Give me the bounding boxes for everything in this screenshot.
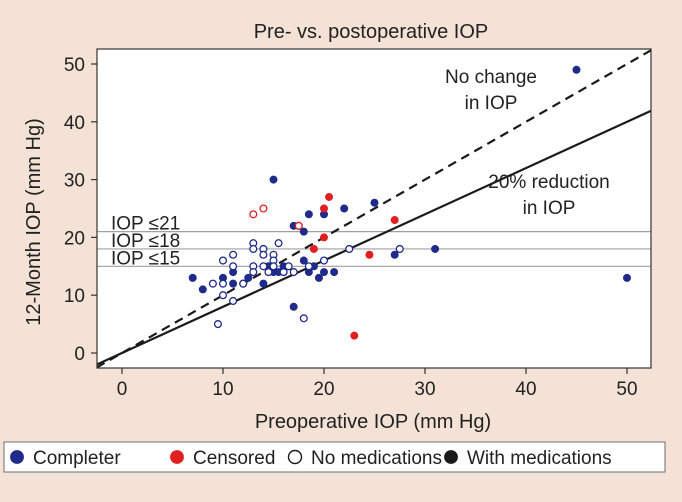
data-point	[208, 279, 217, 288]
y-tick-label: 40	[64, 113, 85, 134]
data-point	[259, 204, 268, 213]
data-point	[284, 262, 293, 271]
data-point	[325, 192, 334, 201]
data-point	[304, 210, 313, 219]
data-point	[345, 244, 354, 254]
data-point	[269, 262, 278, 271]
chart-title: Pre- vs. postoperative IOP	[254, 21, 489, 43]
data-point	[309, 244, 318, 253]
x-tick-label: 50	[616, 379, 637, 400]
legend-label: No medications	[311, 448, 442, 469]
data-point	[365, 250, 374, 259]
legend-marker	[170, 450, 184, 464]
20pct-reduction-label-line1: 20% reduction	[488, 172, 609, 193]
data-point	[259, 262, 268, 271]
data-point	[229, 279, 238, 288]
no-change-label-line1: No change	[445, 67, 537, 88]
no-change-label-line2: in IOP	[465, 93, 518, 114]
y-tick-label: 10	[64, 286, 85, 307]
x-tick-label: 0	[117, 379, 128, 400]
y-tick-label: 50	[64, 55, 85, 76]
data-point	[249, 244, 258, 254]
no-change-line	[97, 49, 651, 368]
data-point	[395, 244, 404, 254]
reference-line-label: IOP ≤15	[111, 248, 180, 269]
data-point	[299, 227, 308, 236]
data-point	[623, 273, 632, 282]
data-point	[294, 221, 303, 230]
y-tick-label: 20	[64, 228, 85, 249]
data-point	[213, 320, 223, 329]
data-point	[249, 268, 258, 277]
data-point	[340, 204, 349, 213]
legend-label: Censored	[193, 448, 275, 469]
legend-label: With medications	[467, 448, 612, 469]
x-axis-label: Preoperative IOP (mm Hg)	[255, 411, 491, 433]
data-point	[314, 273, 323, 282]
data-point	[218, 291, 228, 300]
x-tick-label: 10	[212, 379, 233, 400]
data-point	[319, 233, 328, 242]
data-point	[274, 239, 283, 248]
data-point	[269, 175, 278, 184]
data-point	[218, 279, 228, 288]
data-point	[229, 262, 238, 271]
data-point	[218, 256, 228, 265]
data-point	[198, 285, 207, 294]
20pct-reduction-line	[97, 109, 651, 366]
data-point	[299, 314, 308, 323]
data-point	[319, 204, 328, 213]
data-point	[350, 331, 359, 340]
x-tick-label: 20	[313, 379, 334, 400]
data-point	[264, 268, 273, 277]
plot-frame	[96, 48, 652, 369]
legend-box	[3, 441, 666, 473]
legend-label: Completer	[33, 448, 121, 469]
legend-marker	[10, 450, 24, 464]
data-point	[572, 65, 581, 74]
data-point	[330, 268, 339, 277]
data-point	[370, 198, 379, 207]
data-point	[289, 302, 298, 311]
x-tick-label: 40	[515, 379, 536, 400]
data-point	[244, 273, 253, 282]
data-point	[229, 250, 238, 259]
y-tick-label: 0	[74, 344, 85, 365]
data-point	[304, 262, 313, 271]
y-tick-label: 30	[64, 171, 85, 192]
data-point	[319, 268, 328, 277]
reference-line-label: IOP ≤21	[111, 214, 180, 235]
data-point	[229, 296, 238, 306]
data-point	[390, 250, 399, 259]
data-point	[259, 250, 268, 259]
data-point	[279, 268, 288, 277]
reference-line-label: IOP ≤18	[111, 231, 180, 252]
data-point	[249, 210, 258, 219]
data-point	[299, 256, 308, 265]
20pct-reduction-label-line2: in IOP	[523, 198, 576, 219]
data-point	[289, 268, 298, 277]
data-point	[239, 279, 248, 288]
diagonal-lines	[97, 49, 651, 368]
data-point	[259, 279, 268, 288]
data-point	[188, 273, 197, 282]
data-point	[319, 256, 329, 265]
legend-marker	[287, 449, 303, 465]
data-point	[390, 216, 399, 225]
x-tick-label: 30	[414, 379, 435, 400]
y-axis-label: 12-Month IOP (mm Hg)	[23, 118, 45, 325]
legend-marker	[444, 450, 458, 464]
data-point	[431, 244, 440, 253]
